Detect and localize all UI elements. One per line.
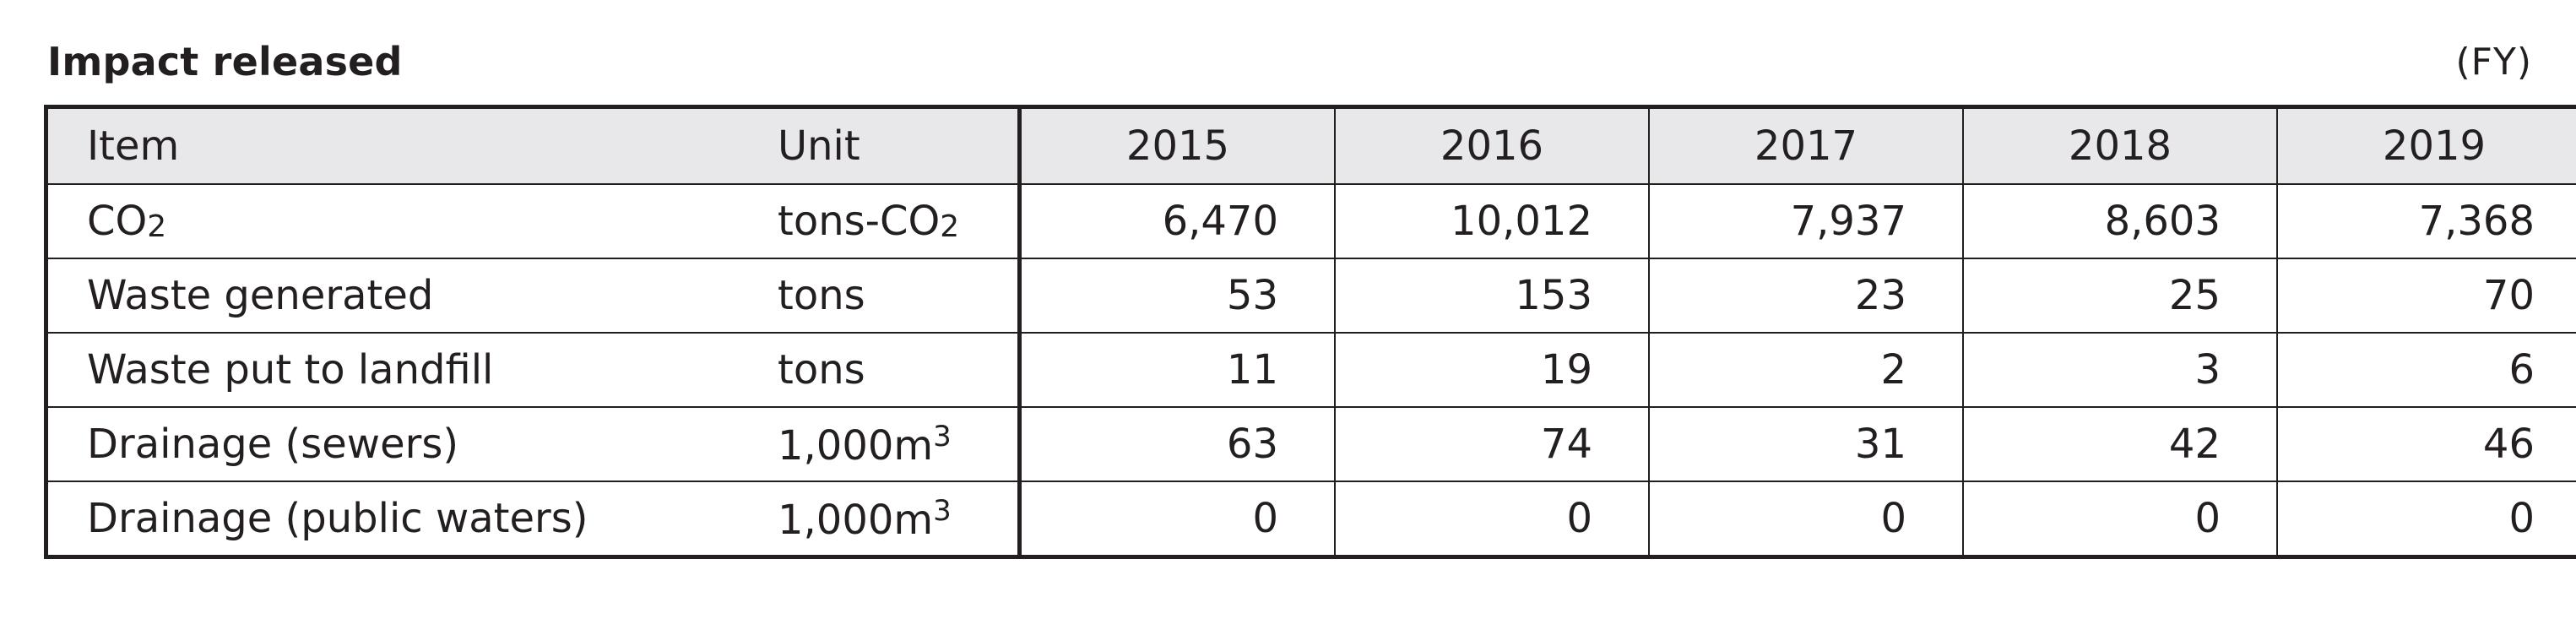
cell-value: 0 [1334, 481, 1649, 558]
superscript: 3 [933, 419, 952, 453]
cell-value: 6 [2276, 332, 2576, 408]
cell-value: 42 [1962, 406, 2277, 482]
row-unit: tons [778, 332, 1020, 408]
cell-value: 2 [1648, 332, 1963, 408]
cell-value: 19 [1334, 332, 1649, 408]
header-year-2017: 2017 [1648, 106, 1963, 185]
superscript: 3 [933, 493, 952, 528]
table-row: CO2 tons-CO2 6,470 10,012 7,937 8,603 7,… [46, 183, 2576, 259]
cell-value: 63 [1017, 406, 1335, 482]
cell-value: 0 [2276, 481, 2576, 558]
row-unit: tons [778, 258, 1020, 334]
cell-value: 25 [1962, 258, 2277, 334]
fiscal-year-note: (FY) [2455, 41, 2532, 84]
cell-value: 7,937 [1648, 183, 1963, 259]
impact-table: Item Unit 2015 2016 2017 2018 2019 CO2 t… [44, 105, 2576, 559]
cell-value: 6,470 [1017, 183, 1335, 259]
cell-value: 31 [1648, 406, 1963, 482]
cell-value: 74 [1334, 406, 1649, 482]
subscript: 2 [147, 209, 167, 244]
cell-value: 153 [1334, 258, 1649, 334]
header-unit: Unit [778, 106, 1020, 185]
cell-value: 0 [1648, 481, 1963, 558]
table-header-row: Item Unit 2015 2016 2017 2018 2019 [46, 106, 2576, 185]
cell-value: 53 [1017, 258, 1335, 334]
cell-value: 46 [2276, 406, 2576, 482]
row-item: Drainage (public waters) [46, 481, 778, 558]
cell-value: 23 [1648, 258, 1963, 334]
table-row: Drainage (public waters) 1,000m3 0 0 0 0… [46, 481, 2576, 558]
subscript: 2 [940, 209, 960, 244]
row-item: Drainage (sewers) [46, 406, 778, 482]
table-row: Waste put to landfill tons 11 19 2 3 6 [46, 332, 2576, 408]
row-unit: 1,000m3 [778, 481, 1020, 558]
row-unit: 1,000m3 [778, 406, 1020, 482]
header-year-2019: 2019 [2276, 106, 2576, 185]
header-year-2018: 2018 [1962, 106, 2277, 185]
cell-value: 8,603 [1962, 183, 2277, 259]
header-item: Item [46, 106, 778, 185]
table-row: Waste generated tons 53 153 23 25 70 [46, 258, 2576, 334]
row-item: CO2 [46, 183, 778, 259]
cell-value: 10,012 [1334, 183, 1649, 259]
cell-value: 0 [1962, 481, 2277, 558]
page-title: Impact released [47, 39, 403, 84]
cell-value: 70 [2276, 258, 2576, 334]
row-item: Waste put to landfill [46, 332, 778, 408]
header-year-2016: 2016 [1334, 106, 1649, 185]
table-row: Drainage (sewers) 1,000m3 63 74 31 42 46 [46, 406, 2576, 482]
cell-value: 0 [1017, 481, 1335, 558]
cell-value: 11 [1017, 332, 1335, 408]
row-item: Waste generated [46, 258, 778, 334]
row-unit: tons-CO2 [778, 183, 1020, 259]
cell-value: 3 [1962, 332, 2277, 408]
cell-value: 7,368 [2276, 183, 2576, 259]
header-year-2015: 2015 [1017, 106, 1335, 185]
